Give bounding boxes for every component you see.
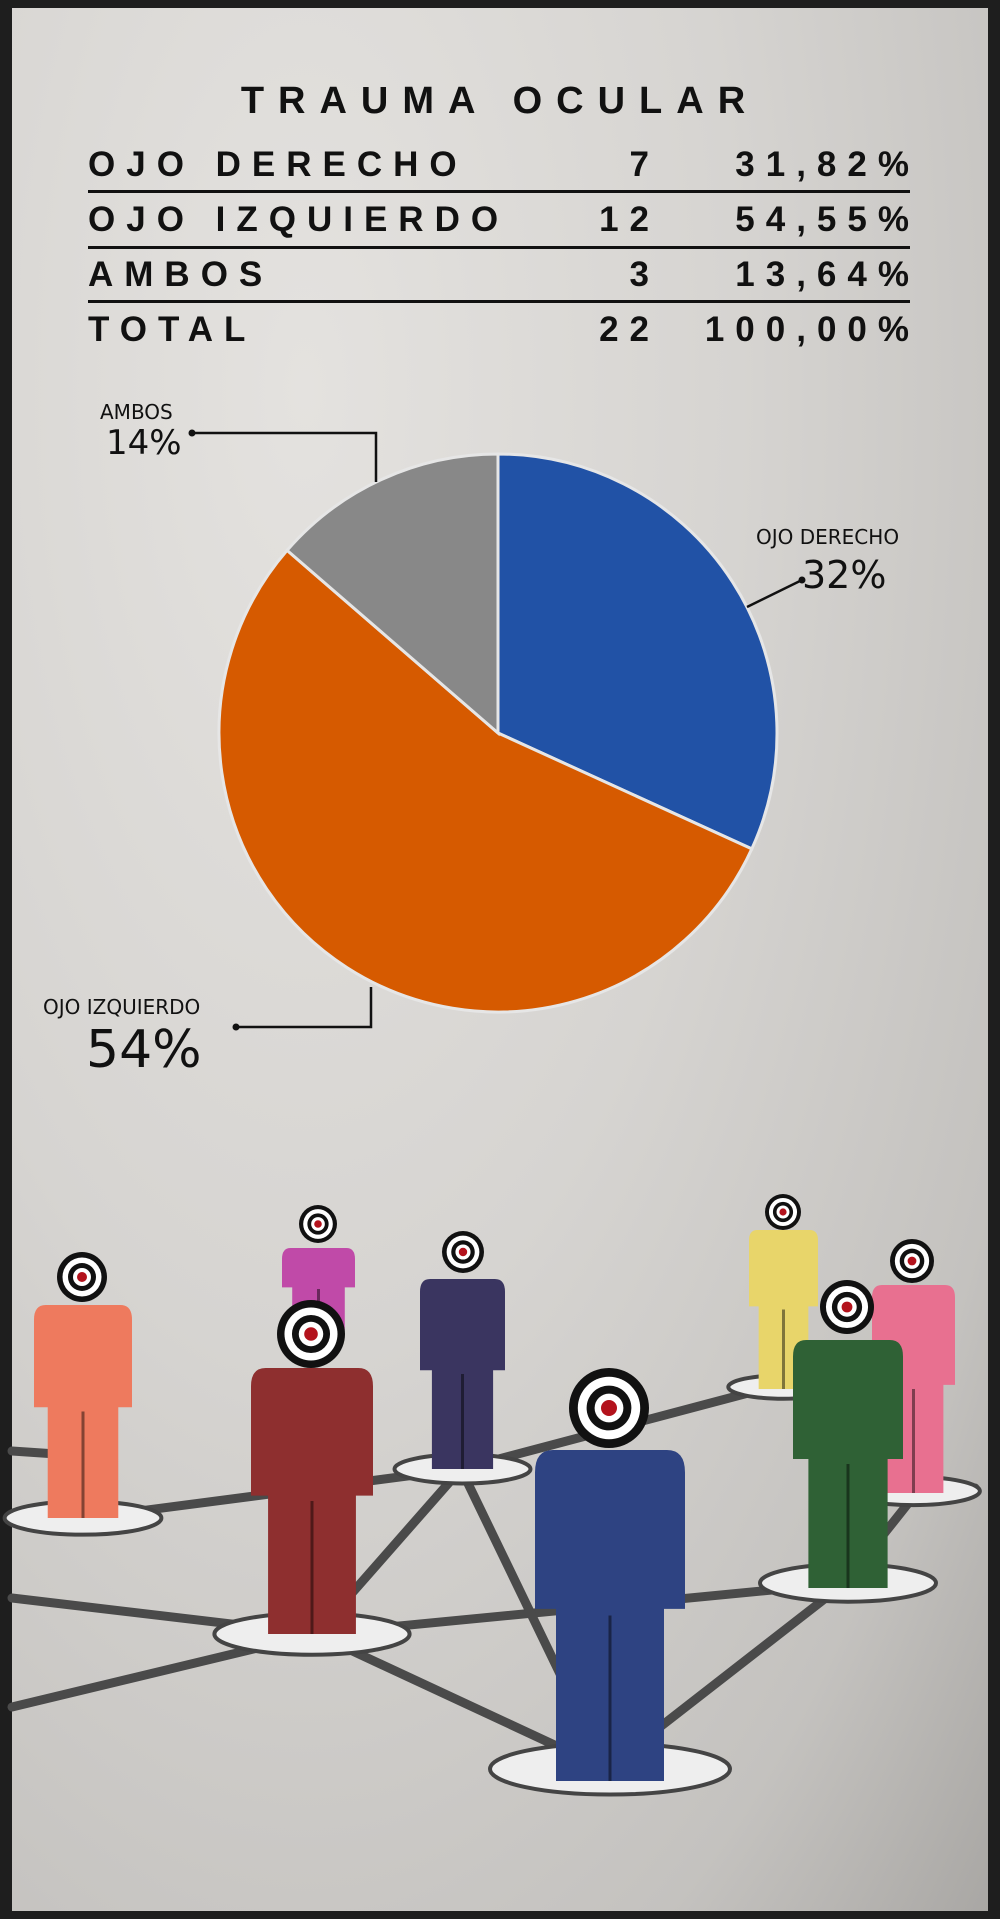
row-divider	[88, 300, 910, 303]
row-label: OJO DERECHO	[88, 145, 468, 184]
slice-label-ambos: AMBOS	[100, 400, 173, 424]
table-row: OJO IZQUIERDO 12 54,55%	[88, 200, 910, 250]
target-head-icon	[907, 1256, 917, 1266]
person-figure	[488, 1368, 732, 1797]
row-count: 7	[629, 145, 660, 184]
pie-slice-ambos	[285, 452, 500, 737]
pie-slice-ojo-izquierdo	[217, 548, 754, 1014]
person-figure	[212, 1300, 412, 1657]
pie-slice-ojo-derecho	[496, 452, 779, 851]
leader-line-ambos	[192, 431, 378, 482]
person-figure	[2, 1252, 164, 1537]
leader-dot	[798, 576, 806, 584]
leader-dot	[188, 429, 196, 437]
person-body	[793, 1340, 903, 1588]
target-head-icon	[841, 1301, 853, 1313]
slice-value-izquierdo: 54%	[86, 1020, 202, 1080]
row-percent: 13,64%	[735, 255, 920, 294]
row-percent: 54,55%	[735, 200, 920, 239]
person-figure	[758, 1280, 938, 1604]
slice-label-derecho: OJO DERECHO	[756, 525, 900, 549]
target-head-icon	[314, 1220, 322, 1228]
row-percent: 100,00%	[704, 310, 920, 349]
person-body	[34, 1305, 132, 1518]
table-title: TRAUMA OCULAR	[240, 80, 760, 122]
target-head-icon	[601, 1400, 617, 1416]
slice-label-izquierdo: OJO IZQUIERDO	[43, 995, 201, 1019]
row-label: OJO IZQUIERDO	[88, 200, 510, 239]
target-head-icon	[458, 1247, 468, 1257]
row-divider	[88, 246, 910, 249]
row-label: TOTAL	[88, 310, 257, 349]
target-head-icon	[304, 1327, 318, 1341]
leader-line-derecho	[746, 578, 803, 609]
leader-dot	[232, 1023, 240, 1031]
row-count: 3	[629, 255, 660, 294]
slice-value-ambos: 14%	[106, 423, 182, 463]
row-percent: 31,82%	[735, 145, 920, 184]
person-body	[535, 1450, 685, 1781]
person-body	[420, 1279, 505, 1469]
row-count: 22	[599, 310, 660, 349]
slice-value-derecho: 32%	[802, 553, 887, 597]
row-label: AMBOS	[88, 255, 274, 294]
row-divider	[88, 190, 910, 193]
target-head-icon	[779, 1208, 787, 1216]
table-row-total: TOTAL 22 100,00%	[88, 310, 910, 360]
target-head-icon	[77, 1272, 87, 1282]
table-row: AMBOS 3 13,64%	[88, 255, 910, 305]
table-row: OJO DERECHO 7 31,82%	[88, 145, 910, 195]
row-count: 12	[599, 200, 660, 239]
person-body	[251, 1368, 373, 1634]
person-figure	[392, 1231, 533, 1486]
leader-line-izquierdo	[236, 987, 373, 1029]
